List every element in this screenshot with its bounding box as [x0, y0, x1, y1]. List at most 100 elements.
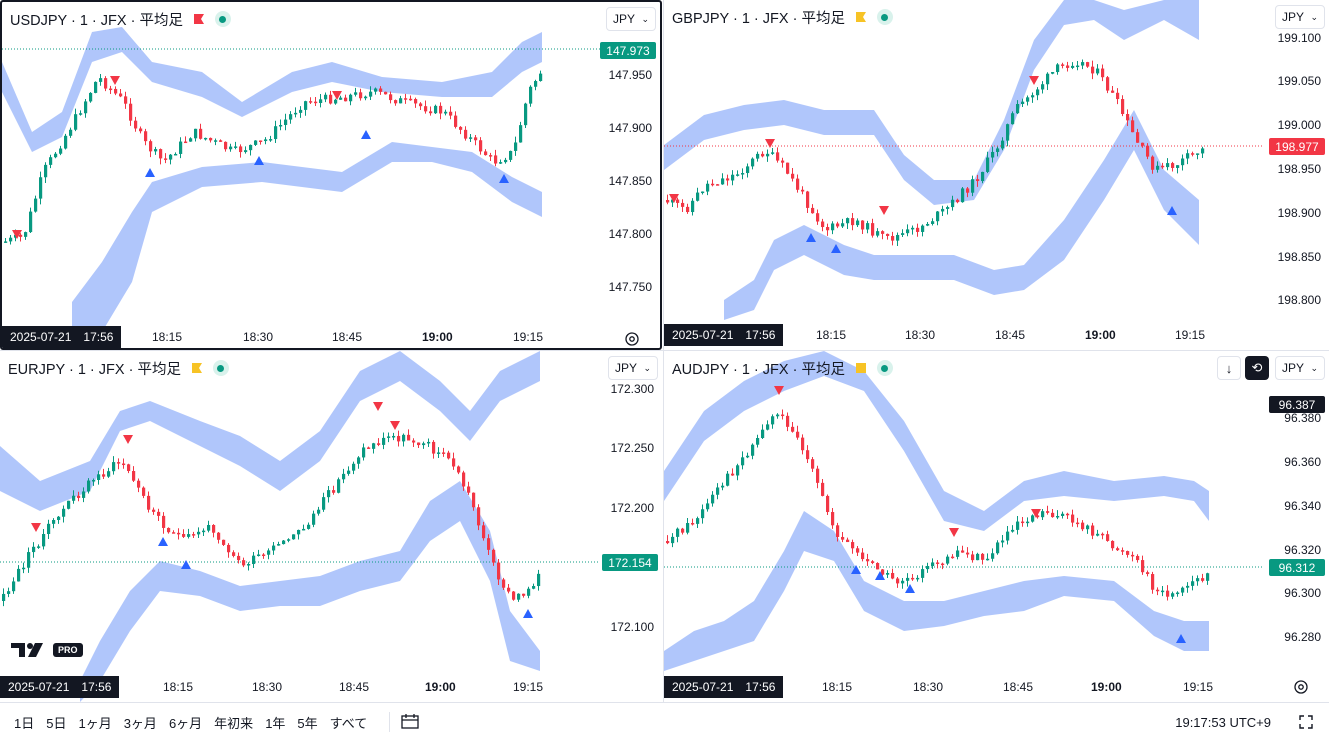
candle-body: [1046, 511, 1050, 513]
candle-body: [314, 101, 318, 104]
symbol-legend[interactable]: USDJPY · 1 · JFX · 平均足: [10, 9, 231, 29]
symbol-title[interactable]: AUDJPY · 1 · JFX · 平均足: [672, 361, 845, 378]
range-1y-button[interactable]: 1年: [265, 715, 286, 731]
crosshair-date-label: 2025-07-21 17:56: [2, 326, 122, 348]
candle-body: [1126, 551, 1130, 555]
candle-body: [971, 554, 975, 561]
date-range-icon[interactable]: [400, 713, 420, 731]
candle-body: [786, 162, 790, 174]
candle-body: [399, 98, 403, 104]
pane-divider-vertical[interactable]: [663, 0, 664, 702]
symbol-title[interactable]: EURJPY · 1 · JFX · 平均足: [8, 361, 181, 378]
candle-body: [197, 531, 201, 535]
candle-body: [811, 207, 815, 214]
candle-body: [1076, 65, 1080, 68]
currency-select[interactable]: JPY ⌄: [1275, 5, 1325, 29]
candle-body: [262, 554, 266, 557]
flag-icon[interactable]: [191, 362, 203, 374]
candle-body: [736, 174, 740, 176]
candle-body: [741, 457, 745, 466]
candle-body: [7, 591, 11, 594]
candle-body: [936, 562, 940, 564]
chart-pane-audjpy[interactable]: AUDJPY · 1 · JFX · 平均足 ↓ ⟲ JPY ⌄ 96.387 9…: [664, 351, 1329, 702]
candle-body: [532, 586, 536, 589]
flag-icon[interactable]: [855, 362, 867, 374]
chart-pane-gbpjpy[interactable]: GBPJPY · 1 · JFX · 平均足 JPY ⌄ 199.100 199.…: [664, 0, 1329, 350]
candle-body: [409, 98, 413, 101]
gear-icon[interactable]: [1293, 679, 1309, 695]
sync-icon[interactable]: ⟲: [1245, 356, 1269, 380]
range-1m-button[interactable]: 1ヶ月: [78, 715, 112, 731]
candle-body: [681, 528, 685, 533]
flag-icon[interactable]: [193, 13, 205, 25]
candle-body: [167, 527, 171, 533]
chart-plot-gbpjpy[interactable]: [664, 0, 1329, 350]
candle-body: [259, 140, 263, 142]
gear-icon[interactable]: [624, 331, 640, 347]
currency-select[interactable]: JPY ⌄: [608, 356, 658, 380]
chart-pane-eurjpy[interactable]: EURJPY · 1 · JFX · 平均足 JPY ⌄ 172.300 172.…: [0, 351, 662, 702]
chart-plot-eurjpy[interactable]: [0, 351, 662, 702]
range-ytd-button[interactable]: 年初来: [214, 715, 254, 731]
range-all-button[interactable]: すべて: [329, 715, 368, 731]
candle-body: [427, 441, 431, 444]
candle-body: [761, 429, 765, 439]
range-1d-button[interactable]: 1日: [14, 715, 35, 731]
candle-body: [861, 552, 865, 560]
currency-select[interactable]: JPY ⌄: [1275, 356, 1325, 380]
candle-body: [766, 424, 770, 430]
last-price-tag: 172.154: [602, 554, 658, 571]
candle-body: [94, 81, 98, 93]
currency-select[interactable]: JPY ⌄: [606, 7, 656, 31]
candle-body: [52, 520, 56, 524]
candle-body: [1091, 66, 1095, 74]
y-tick: 172.300: [610, 382, 654, 396]
candle-body: [711, 183, 715, 186]
candle-body: [327, 490, 331, 498]
candle-body: [74, 114, 78, 130]
candle-body: [302, 528, 306, 531]
chart-plot-usdjpy[interactable]: [2, 2, 662, 350]
flag-icon[interactable]: [855, 11, 867, 23]
candle-body: [354, 92, 358, 95]
candle-body: [412, 440, 416, 443]
symbol-legend[interactable]: AUDJPY · 1 · JFX · 平均足: [672, 358, 893, 378]
candle-body: [901, 233, 905, 235]
candle-body: [981, 171, 985, 182]
pane-divider-horizontal[interactable]: [0, 350, 1329, 351]
range-5d-button[interactable]: 5日: [46, 715, 67, 731]
candle-body: [497, 562, 501, 580]
last-price-tag: 198.977: [1269, 138, 1325, 155]
chevron-down-icon: ⌄: [643, 362, 651, 373]
symbol-legend[interactable]: EURJPY · 1 · JFX · 平均足: [8, 358, 229, 378]
candle-body: [931, 562, 935, 567]
chart-plot-audjpy[interactable]: [664, 351, 1329, 702]
range-6m-button[interactable]: 6ヶ月: [168, 715, 203, 731]
candle-body: [207, 524, 211, 531]
arrow-down-icon[interactable]: ↓: [1217, 356, 1241, 380]
fullscreen-icon[interactable]: [1299, 715, 1313, 729]
y-tick: 147.950: [608, 68, 652, 82]
candle-body: [1096, 533, 1100, 536]
candle-body: [352, 463, 356, 471]
candle-body: [384, 91, 388, 95]
range-3m-button[interactable]: 3ヶ月: [123, 715, 157, 731]
candle-body: [1116, 92, 1120, 100]
symbol-title[interactable]: GBPJPY · 1 · JFX · 平均足: [672, 10, 845, 27]
candle-body: [322, 497, 326, 510]
tradingview-logo[interactable]: PRO: [11, 643, 83, 657]
candle-body: [139, 128, 143, 132]
candle-body: [49, 157, 53, 165]
candle-body: [307, 524, 311, 529]
chart-pane-usdjpy[interactable]: USDJPY · 1 · JFX · 平均足 JPY ⌄ 147.973 147.…: [0, 0, 662, 350]
symbol-title[interactable]: USDJPY · 1 · JFX · 平均足: [10, 12, 183, 29]
range-5y-button[interactable]: 5年: [297, 715, 318, 731]
candle-body: [117, 462, 121, 464]
symbol-legend[interactable]: GBPJPY · 1 · JFX · 平均足: [672, 7, 893, 27]
sell-signal-marker: [1031, 509, 1041, 518]
buy-signal-marker: [905, 584, 915, 593]
candle-body: [986, 558, 990, 561]
candle-body: [1011, 113, 1015, 125]
clock-timezone[interactable]: 19:17:53 UTC+9: [1175, 715, 1271, 730]
candle-body: [362, 447, 366, 458]
